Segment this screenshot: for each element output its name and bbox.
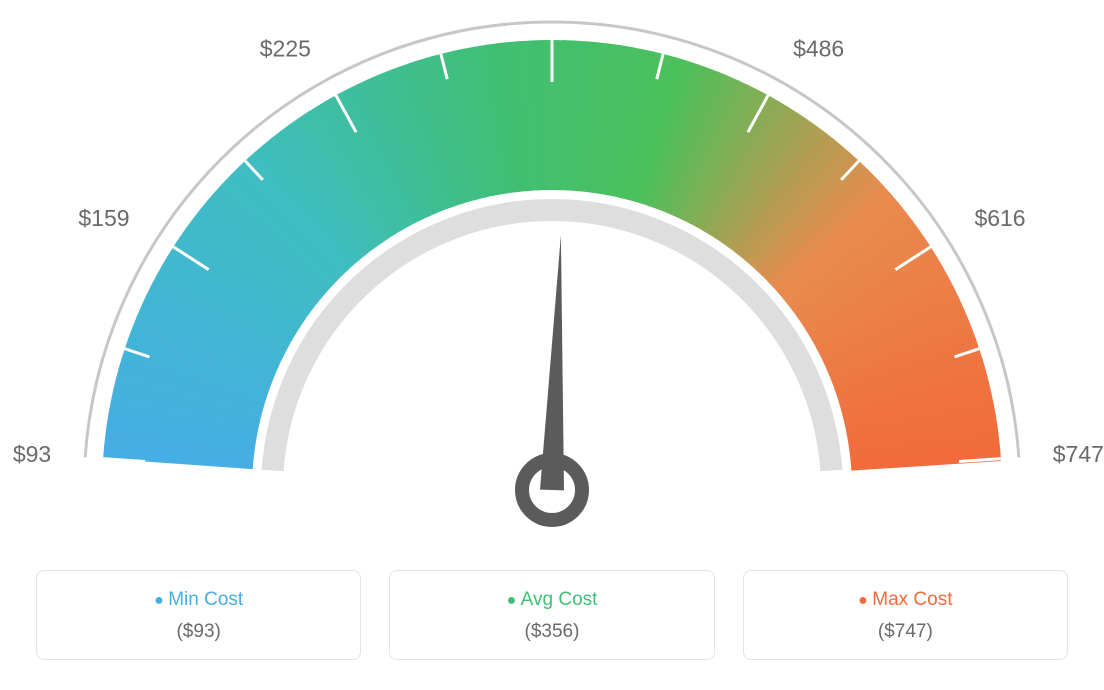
legend-row: Min Cost ($93) Avg Cost ($356) Max Cost …: [0, 570, 1104, 660]
legend-min-label: Min Cost: [47, 589, 350, 611]
legend-max-value: ($747): [754, 621, 1057, 643]
gauge-svg: $93$159$225$356$486$616$747: [0, 0, 1104, 560]
legend-card-avg: Avg Cost ($356): [389, 570, 714, 660]
svg-text:$616: $616: [974, 205, 1025, 231]
legend-min-value: ($93): [47, 621, 350, 643]
legend-avg-label: Avg Cost: [400, 589, 703, 611]
svg-text:$225: $225: [260, 36, 311, 62]
svg-text:$159: $159: [78, 205, 129, 231]
legend-max-label: Max Cost: [754, 589, 1057, 611]
cost-gauge-chart: $93$159$225$356$486$616$747: [0, 0, 1104, 560]
legend-card-min: Min Cost ($93): [36, 570, 361, 660]
svg-text:$93: $93: [13, 441, 51, 467]
svg-text:$486: $486: [793, 36, 844, 62]
svg-text:$747: $747: [1053, 441, 1104, 467]
legend-card-max: Max Cost ($747): [743, 570, 1068, 660]
legend-avg-value: ($356): [400, 621, 703, 643]
